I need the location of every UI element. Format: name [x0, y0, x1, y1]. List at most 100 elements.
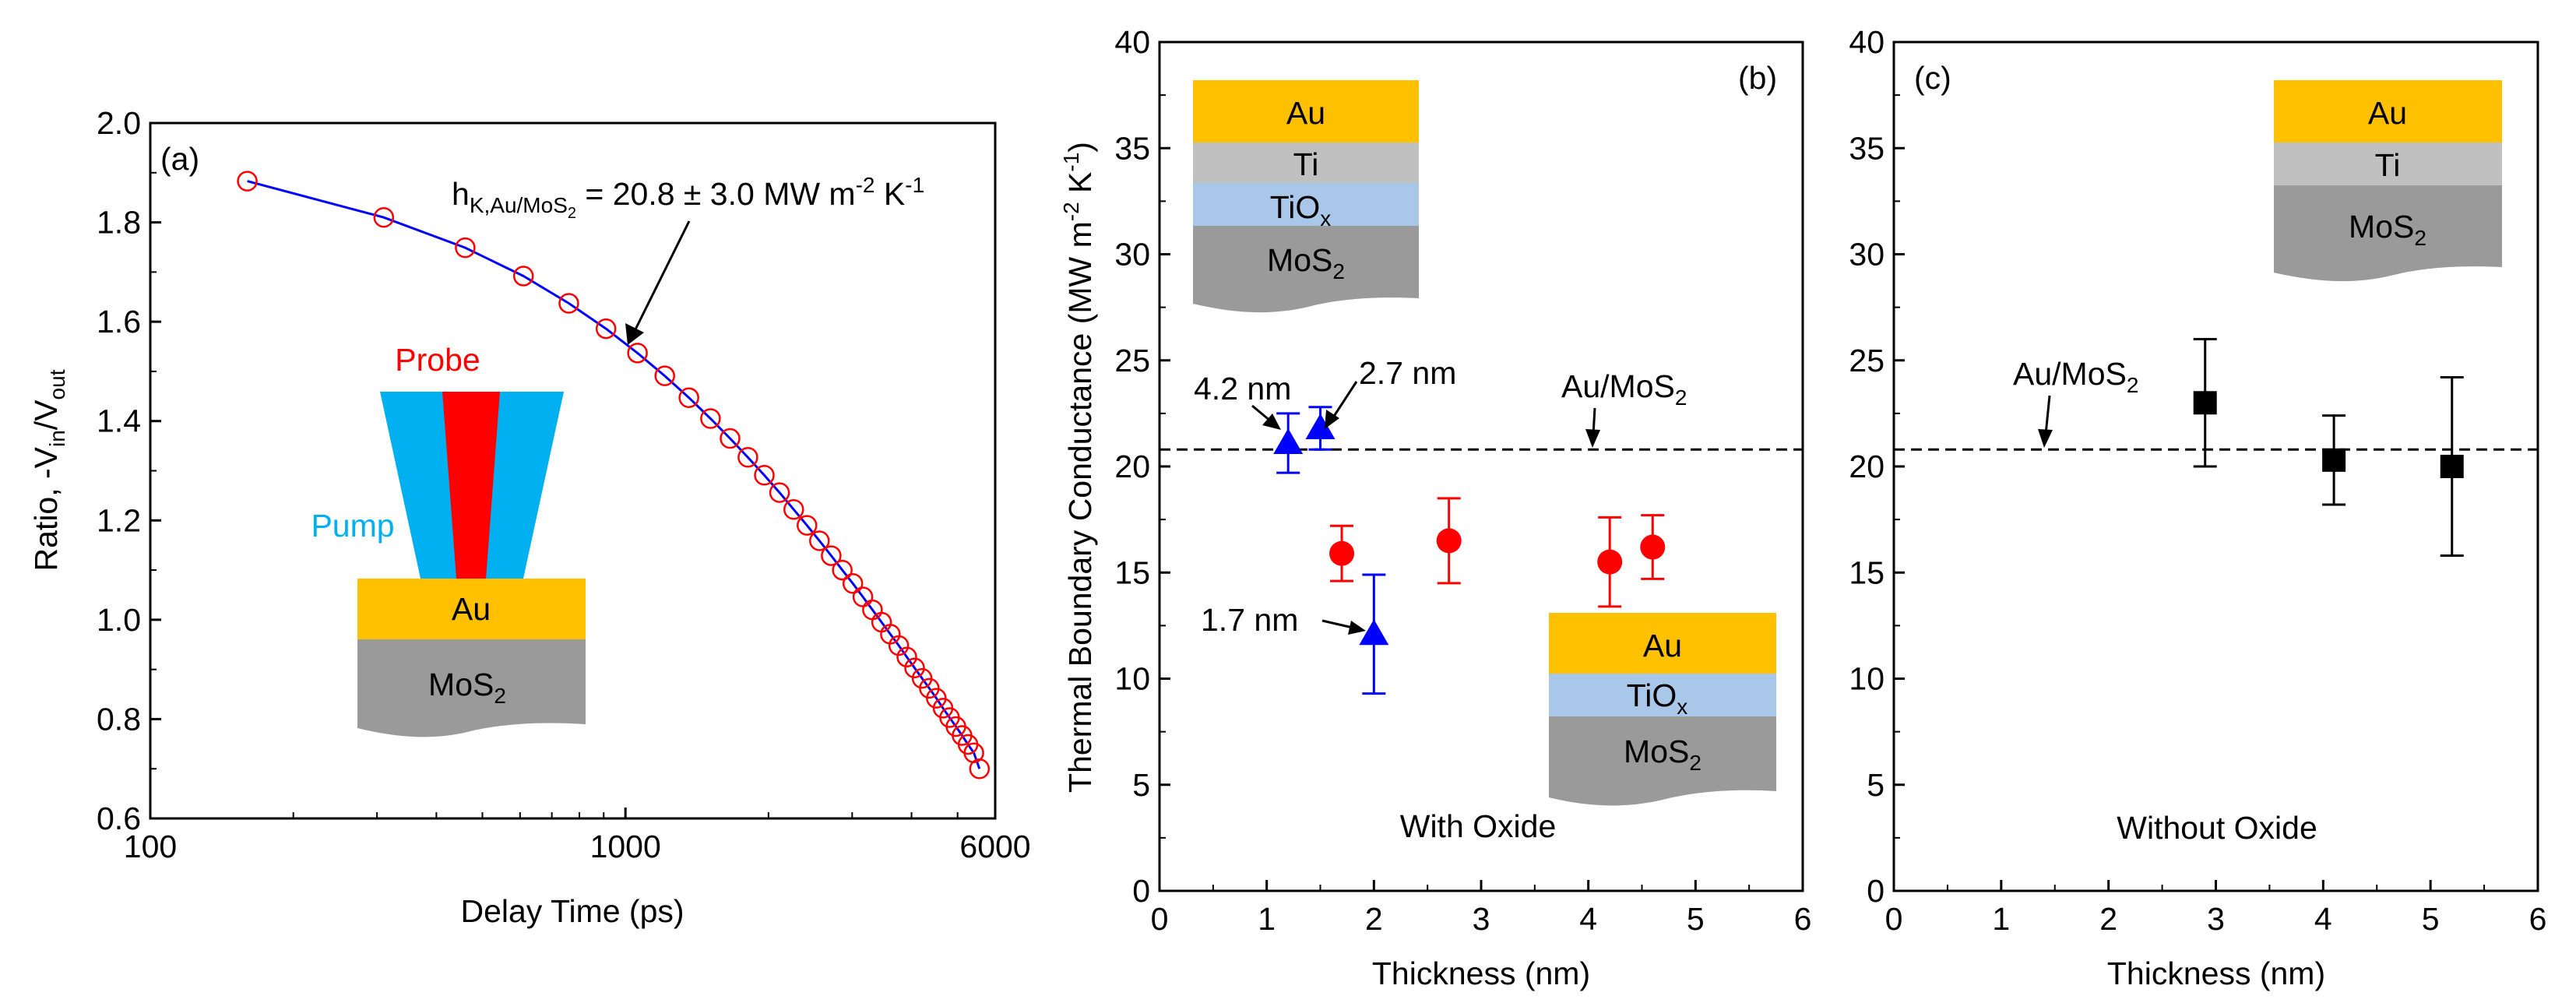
panel-b-ticks: [1158, 40, 1804, 892]
label-2-7nm: 2.7 nm: [1359, 355, 1456, 391]
panel-a-ticks: [149, 121, 997, 820]
data-point: [627, 343, 648, 364]
mos2-sub: 2: [1689, 751, 1701, 775]
panel-a-inset: Probe Pump Au MoS2: [311, 342, 586, 737]
mos2-layer-label: MoS2: [1624, 734, 1701, 775]
data-point: [737, 447, 758, 468]
data-point: [1305, 413, 1336, 439]
reference-arrow: [1585, 407, 1600, 448]
ti-layer: [1193, 143, 1419, 183]
mos2-main: MoS: [2349, 209, 2414, 245]
y-tick-label: 0: [1132, 873, 1150, 909]
ylabel-a: Thermal Boundary Conductance (MW m: [1062, 221, 1098, 793]
data-point: [558, 293, 579, 314]
y-tick-label: 1.4: [97, 403, 141, 439]
x-tick-label: 5: [1687, 901, 1705, 937]
annotation-exp1: -2: [856, 173, 875, 197]
y-tick-label: 2.0: [97, 105, 141, 141]
reference-label: Au/MoS2: [1561, 368, 1687, 410]
x-tick-label: 5: [2422, 901, 2440, 937]
mos2-layer: [2274, 185, 2502, 282]
annotation-value: = 20.8 ± 3.0 MW m: [576, 176, 856, 212]
probe-label: Probe: [395, 342, 480, 378]
y-tick-label: 20: [1114, 449, 1150, 484]
y-tick-label: 30: [1114, 237, 1150, 273]
x-tick-label: 6000: [959, 829, 1030, 864]
data-point: [700, 408, 721, 429]
data-point: [1597, 549, 1623, 575]
label-1-7nm: 1.7 nm: [1201, 602, 1298, 638]
data-point: [904, 657, 925, 678]
data-point: [237, 171, 258, 192]
ylabel-b: K: [1062, 172, 1098, 202]
mos2-main: MoS: [1267, 242, 1332, 278]
pump-label: Pump: [311, 508, 394, 544]
ylabel-c: ): [1062, 142, 1098, 153]
annotation-sub: K,Au/MoS: [470, 193, 568, 217]
panel-c-data-points: [2193, 338, 2464, 557]
data-point: [769, 482, 790, 503]
data-point: [720, 428, 741, 449]
data-point: [821, 545, 842, 566]
mos2-layer-label: MoS2: [2349, 209, 2426, 250]
au-layer-label: Au: [1286, 95, 1325, 131]
label-4-2nm: 4.2 nm: [1194, 371, 1291, 406]
panel-a: 0.6 0.8 1.0 1.2 1.4 1.6 1.8 2.0 100 1000 6000 Prob…: [28, 105, 1031, 929]
ylabel-e2: -1: [1059, 153, 1083, 172]
data-point: [595, 318, 617, 340]
tiox-sub: x: [1677, 695, 1687, 719]
y-tick-label: 0.8: [97, 701, 141, 737]
data-point: [678, 387, 699, 408]
x-tick-label: 6: [1794, 901, 1812, 937]
data-point: [842, 573, 864, 594]
annotation-h: h: [452, 176, 470, 212]
fit-annotation: hK,Au/MoS2 = 20.8 ± 3.0 MW m-2 K-1: [452, 173, 924, 222]
fit-curve: [247, 180, 981, 769]
au-layer-label: Au: [1643, 628, 1682, 663]
data-point: [832, 559, 853, 581]
panel-b-inset-top: Au Ti TiOx MoS2: [1193, 80, 1419, 313]
data-point: [373, 206, 395, 228]
au-layer: [2274, 80, 2502, 143]
ylabel-sub1: in: [45, 430, 69, 447]
y-tick-label: 10: [1849, 661, 1884, 697]
arrow-4-2nm: [1251, 404, 1281, 430]
y-tick-label: 35: [1849, 130, 1884, 166]
annotation-exp2: -1: [905, 173, 924, 197]
panel-b-data-points: [1273, 406, 1666, 695]
data-point: [797, 515, 818, 536]
panel-b-xlabel: Thickness (nm): [1372, 955, 1590, 991]
panel-a-ylabel: Ratio, -Vin/Vout: [28, 369, 69, 571]
tiox-layer: [1549, 674, 1776, 716]
x-tick-label: 4: [1579, 901, 1597, 937]
x-tick-label: 2: [2099, 901, 2117, 937]
ylabel-e1: -2: [1059, 202, 1083, 221]
mos2-sub: 2: [494, 684, 506, 708]
mos2-sub: 2: [1332, 259, 1345, 283]
y-tick-label: 15: [1114, 554, 1150, 590]
y-tick-label: 40: [1114, 24, 1150, 60]
panel-b-caption: With Oxide: [1400, 808, 1557, 844]
data-point: [455, 237, 476, 259]
mos2-layer-label: MoS2: [1267, 242, 1345, 283]
data-point: [809, 530, 830, 551]
tiox-main: TiO: [1270, 189, 1321, 225]
ylabel-mid: /V: [28, 399, 64, 430]
data-point: [512, 266, 534, 287]
mos2-sub: 2: [2414, 226, 2426, 250]
ref-sub: 2: [1675, 385, 1687, 410]
y-tick-label: 40: [1849, 24, 1884, 60]
x-tick-label: 0: [1151, 901, 1169, 937]
tiox-sub: x: [1320, 206, 1331, 231]
annotation-unit2: K: [875, 176, 906, 212]
y-tick-label: 25: [1114, 343, 1150, 378]
panel-c-xlabel: Thickness (nm): [2107, 955, 2325, 991]
mos2-main: MoS: [1624, 734, 1689, 769]
au-layer: [1549, 613, 1776, 674]
panel-c-inset: Au Ti MoS2: [2274, 80, 2502, 282]
y-tick-label: 1.0: [97, 602, 141, 638]
tiox-layer-label: TiOx: [1270, 189, 1332, 231]
arrow-2-7nm: [1325, 381, 1358, 429]
arrow-1-7nm: [1321, 619, 1366, 635]
